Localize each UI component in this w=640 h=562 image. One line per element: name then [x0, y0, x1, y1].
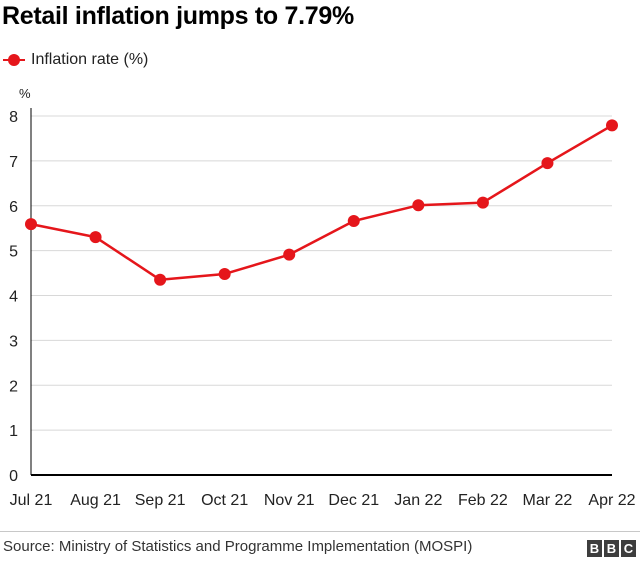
legend: Inflation rate (%): [3, 48, 148, 72]
footer-divider: [0, 531, 640, 532]
data-point: [541, 157, 554, 170]
y-tick-label: 5: [9, 244, 18, 261]
x-tick-label: Mar 22: [523, 492, 573, 509]
y-tick-label: 0: [9, 468, 18, 485]
data-point: [25, 218, 37, 231]
x-tick-label: Dec 21: [328, 492, 379, 509]
data-point: [283, 248, 296, 261]
y-tick-label: 8: [9, 109, 18, 126]
line-chart: 0 1 2 3 4 5 6 7 8% Jul 21 Aug 21 Sep 21 Oct 21 Nov 21…: [9, 86, 636, 509]
data-point: [606, 119, 618, 132]
y-tick-label: 1: [9, 423, 18, 440]
bbc-logo-letter: B: [604, 540, 619, 557]
x-tick-label: Feb 22: [458, 492, 508, 509]
data-point: [154, 273, 167, 286]
chart-title: Retail inflation jumps to 7.79%: [2, 2, 354, 30]
x-tick-label: Jul 21: [10, 492, 53, 509]
source-note: Source: Ministry of Statistics and Progr…: [3, 538, 473, 555]
y-tick-label: 6: [9, 199, 18, 216]
data-point: [476, 196, 489, 209]
data-point: [89, 231, 102, 244]
y-tick-label: 2: [9, 378, 18, 395]
x-tick-label: Oct 21: [201, 492, 248, 509]
data-point: [347, 215, 360, 228]
series-line: [30, 124, 613, 282]
legend-marker-icon: [3, 53, 25, 67]
x-tick-label: Sep 21: [135, 492, 186, 509]
legend-dot: [8, 54, 20, 66]
y-axis-label: %: [19, 86, 31, 101]
x-tick-label: Nov 21: [264, 492, 315, 509]
y-tick-label: 4: [9, 289, 18, 306]
data-point: [218, 267, 231, 280]
bbc-logo-letter: B: [587, 540, 602, 557]
legend-label: Inflation rate (%): [31, 51, 149, 68]
y-tick-label: 7: [9, 154, 18, 171]
y-tick-label: 3: [9, 333, 18, 350]
x-tick-label: Apr 22: [588, 492, 635, 509]
bbc-logo-letter: C: [621, 540, 636, 557]
data-point: [412, 199, 425, 212]
bbc-logo: B B C: [587, 540, 636, 557]
x-tick-label: Aug 21: [70, 492, 121, 509]
x-tick-label: Jan 22: [394, 492, 442, 509]
